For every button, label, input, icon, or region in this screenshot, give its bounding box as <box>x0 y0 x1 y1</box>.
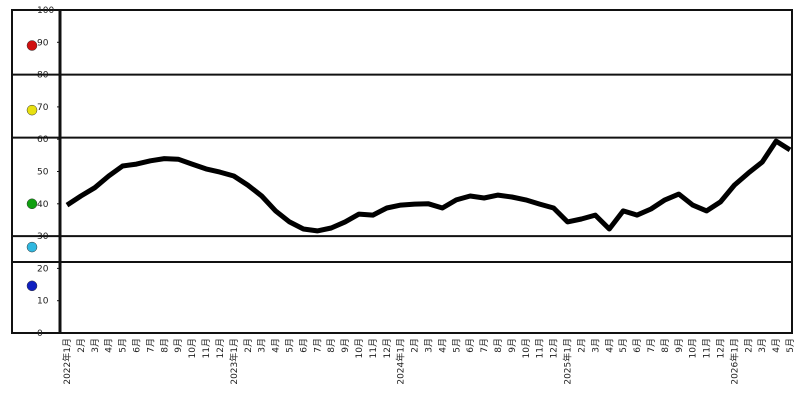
y-tick-label: 90 <box>37 38 49 48</box>
x-tick-label: 4月 <box>771 338 782 353</box>
x-tick-label: 2月 <box>243 338 254 353</box>
x-tick-label: 11月 <box>201 338 212 358</box>
x-tick-label: 7月 <box>312 338 323 353</box>
x-tick-label: 7月 <box>479 338 490 353</box>
x-tick-label: 10月 <box>354 338 365 358</box>
x-tick-label: 8月 <box>326 338 337 353</box>
y-tick-label: 60 <box>37 135 49 145</box>
x-tick-label: 10月 <box>521 338 532 358</box>
y-tick-label: 10 <box>37 297 49 307</box>
line <box>65 138 792 234</box>
x-tick-label: 3月 <box>757 338 768 353</box>
zone-marker <box>26 241 38 253</box>
y-tick-label: 0 <box>37 329 43 339</box>
x-tick-label: 8月 <box>159 338 170 353</box>
x-tick-label: 6月 <box>632 338 643 353</box>
x-tick-label: 4月 <box>104 338 115 353</box>
zone-marker <box>26 198 38 210</box>
x-tick-label: 2026年1月 <box>728 338 740 385</box>
x-tick-label: 3月 <box>257 338 268 353</box>
x-tick-label: 2月 <box>743 338 754 353</box>
y-tick-label: 100 <box>37 6 54 16</box>
x-tick-label: 2022年1月 <box>61 338 73 385</box>
y-tick-label: 20 <box>37 264 49 274</box>
y-tick-label: 50 <box>37 168 49 178</box>
x-tick-label: 4月 <box>437 338 448 353</box>
x-tick-label: 5月 <box>284 338 295 353</box>
x-tick-label: 2月 <box>576 338 587 353</box>
x-tick-label: 12月 <box>215 338 226 358</box>
x-tick-label: 5月 <box>451 338 462 353</box>
x-tick-label: 9月 <box>173 338 184 353</box>
x-tick-label: 11月 <box>702 338 713 358</box>
x-tick-label: 7月 <box>646 338 657 353</box>
x-tick-label: 6月 <box>132 338 143 353</box>
x-tick-label: 3月 <box>90 338 101 353</box>
x-tick-label: 12月 <box>382 338 393 358</box>
x-tick-label: 3月 <box>424 338 435 353</box>
x-tick-label: 11月 <box>535 338 546 358</box>
x-tick-label: 9月 <box>674 338 685 353</box>
frame <box>11 9 793 334</box>
x-tick-label: 12月 <box>715 338 726 358</box>
x-tick-label: 12月 <box>549 338 560 358</box>
x-tick-label: 5月 <box>785 338 796 353</box>
zone-marker <box>26 40 38 51</box>
x-tick-label: 8月 <box>660 338 671 353</box>
x-tick-label: 4月 <box>604 338 615 353</box>
x-tick-label: 2023年1月 <box>228 338 240 385</box>
y-tick-label: 40 <box>37 200 49 210</box>
x-tick-label: 5月 <box>118 338 129 353</box>
x-tick-label: 10月 <box>187 338 198 358</box>
zone-marker <box>26 104 38 116</box>
x-tick-label: 9月 <box>340 338 351 353</box>
x-tick-label: 9月 <box>507 338 518 353</box>
x-tick-label: 2024年1月 <box>395 338 407 385</box>
x-tick-label: 2月 <box>410 338 421 353</box>
x-tick-label: 4月 <box>271 338 282 353</box>
x-tick-label: 8月 <box>493 338 504 353</box>
y-tick-label: 70 <box>37 103 49 113</box>
x-tick-label: 10月 <box>688 338 699 358</box>
x-tick-label: 2025年1月 <box>562 338 574 385</box>
x-tick-label: 6月 <box>298 338 309 353</box>
x-tick-label: 3月 <box>590 338 601 353</box>
x-tick-label: 5月 <box>618 338 629 353</box>
x-tick-label: 11月 <box>368 338 379 358</box>
x-tick-label: 2月 <box>76 338 87 353</box>
zone-marker <box>26 280 38 292</box>
x-tick-label: 6月 <box>465 338 476 353</box>
x-tick-label: 7月 <box>145 338 156 353</box>
